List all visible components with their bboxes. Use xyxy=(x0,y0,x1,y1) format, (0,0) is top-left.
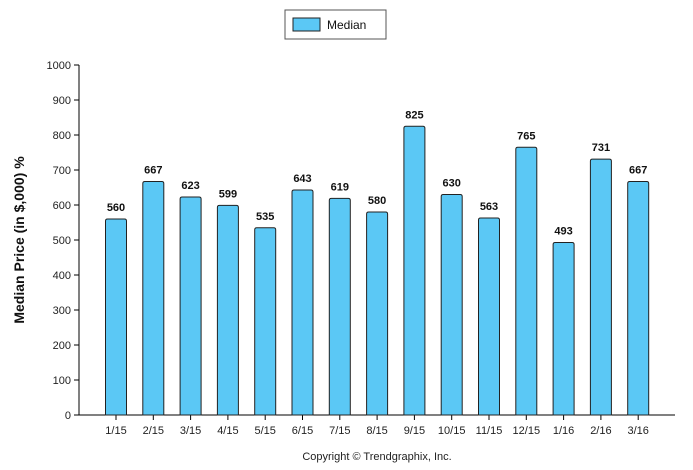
y-axis-label: Median Price (in $,000) % xyxy=(11,156,27,324)
bar xyxy=(291,189,314,416)
y-tick-label: 900 xyxy=(53,95,71,107)
y-tick-label: 300 xyxy=(53,305,71,317)
y-tick-labels: 0 100 200 300 400 500 600 700 800 900 1000 xyxy=(47,60,71,422)
x-tick-label: 7/15 xyxy=(329,425,350,437)
bar-value-label: 667 xyxy=(629,165,647,177)
bar-value-label: 580 xyxy=(368,195,386,207)
bar xyxy=(515,146,538,416)
y-tick-label: 400 xyxy=(53,270,71,282)
bar xyxy=(627,181,650,416)
bar xyxy=(478,217,500,416)
x-tick-label: 6/15 xyxy=(292,425,313,437)
bar-value-label: 619 xyxy=(331,181,349,193)
bar-value-label: 599 xyxy=(219,188,237,200)
x-tick-label: 1/15 xyxy=(105,425,126,437)
bar xyxy=(366,211,389,416)
bar-value-label: 731 xyxy=(592,142,610,154)
copyright-footer: Copyright © Trendgraphix, Inc. xyxy=(302,451,451,463)
bar xyxy=(254,227,277,416)
bar xyxy=(142,181,165,416)
y-tick-label: 700 xyxy=(53,165,71,177)
y-tick-label: 100 xyxy=(53,375,71,387)
legend-swatch xyxy=(292,17,321,32)
bar xyxy=(440,194,463,416)
x-tick-label: 1/16 xyxy=(553,425,574,437)
bar-value-label: 765 xyxy=(517,130,535,142)
bar xyxy=(216,204,239,416)
x-tick-label: 3/15 xyxy=(180,425,201,437)
bar-value-label: 493 xyxy=(554,225,572,237)
data-labels: 560 667 623 599 535 643 619 580 825 630 563 765 493 7… xyxy=(107,109,648,237)
bar xyxy=(552,241,575,416)
bar-value-label: 630 xyxy=(443,178,461,190)
bar-value-label: 535 xyxy=(256,211,274,223)
x-tick-labels: 1/15 2/15 3/15 4/15 5/15 6/15 7/15 8/15 9/15 10/1… xyxy=(105,425,649,437)
x-tick-label: 12/15 xyxy=(513,425,541,437)
bar-value-label: 667 xyxy=(144,165,162,177)
x-tick-label: 5/15 xyxy=(254,425,275,437)
bar-value-label: 563 xyxy=(480,201,498,213)
bar xyxy=(403,125,426,416)
x-tick-label: 3/16 xyxy=(627,425,648,437)
bar xyxy=(105,218,127,416)
y-tick-label: 1000 xyxy=(47,60,71,72)
x-tick-label: 9/15 xyxy=(404,425,425,437)
x-tick-label: 2/16 xyxy=(590,425,611,437)
bar-value-label: 825 xyxy=(405,109,423,121)
bar-value-label: 623 xyxy=(181,180,199,192)
bar xyxy=(328,197,351,416)
x-tick-label: 10/15 xyxy=(438,425,466,437)
bar-value-label: 643 xyxy=(293,173,311,185)
bar xyxy=(589,158,612,416)
y-tick-label: 500 xyxy=(53,235,71,247)
y-tick-label: 0 xyxy=(65,410,71,422)
x-tick-label: 11/15 xyxy=(476,425,503,437)
legend-label: Median xyxy=(327,18,366,32)
bars xyxy=(105,125,650,416)
x-tick-label: 2/15 xyxy=(143,425,164,437)
y-tick-label: 600 xyxy=(53,200,71,212)
y-tick-label: 200 xyxy=(53,340,71,352)
legend: Median xyxy=(284,9,387,40)
bar-value-label: 560 xyxy=(107,202,125,214)
x-tick-label: 4/15 xyxy=(217,425,238,437)
bar xyxy=(179,196,202,416)
x-tick-label: 8/15 xyxy=(366,425,387,437)
y-tick-label: 800 xyxy=(53,130,71,142)
